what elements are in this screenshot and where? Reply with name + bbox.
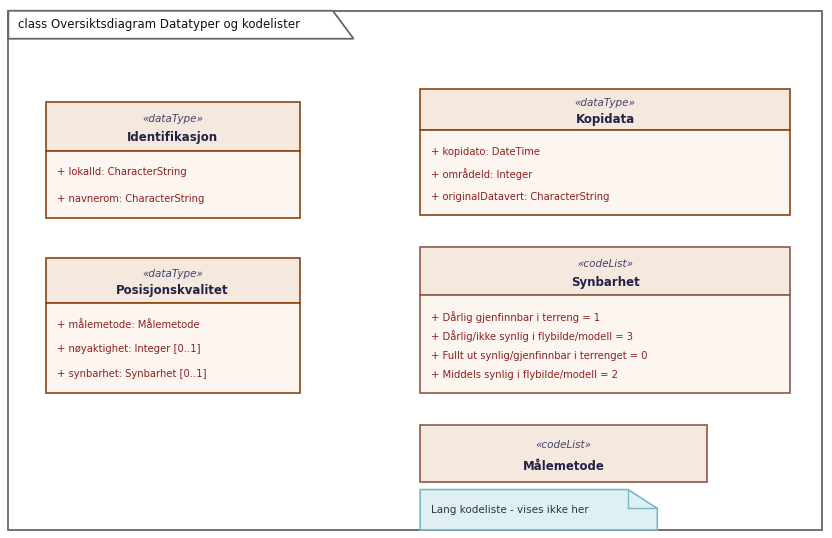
Text: + navnerom: CharacterString: + navnerom: CharacterString <box>57 194 204 204</box>
Text: + målemetode: Målemetode: + målemetode: Målemetode <box>57 321 199 330</box>
Text: «codeList»: «codeList» <box>577 259 633 269</box>
Text: + originalDatavert: CharacterString: + originalDatavert: CharacterString <box>431 192 610 202</box>
Text: + Dårlig/ikke synlig i flybilde/modell = 3: + Dårlig/ikke synlig i flybilde/modell =… <box>431 330 633 342</box>
FancyBboxPatch shape <box>420 295 790 393</box>
Text: «dataType»: «dataType» <box>142 269 203 279</box>
Text: «codeList»: «codeList» <box>536 440 592 450</box>
Text: Posisjonskvalitet: Posisjonskvalitet <box>116 284 229 297</box>
Text: Kopidata: Kopidata <box>576 113 635 126</box>
Text: «dataType»: «dataType» <box>142 114 203 124</box>
FancyBboxPatch shape <box>420 425 707 482</box>
Text: + synbarhet: Synbarhet [0..1]: + synbarhet: Synbarhet [0..1] <box>57 369 206 379</box>
FancyBboxPatch shape <box>420 247 790 295</box>
FancyBboxPatch shape <box>420 131 790 215</box>
Polygon shape <box>8 11 354 39</box>
Text: class Oversiktsdiagram Datatyper og kodelister: class Oversiktsdiagram Datatyper og kode… <box>18 18 300 31</box>
Text: «dataType»: «dataType» <box>575 98 636 108</box>
FancyBboxPatch shape <box>8 11 822 530</box>
FancyBboxPatch shape <box>46 102 300 151</box>
FancyBboxPatch shape <box>420 89 790 131</box>
Text: + Middels synlig i flybilde/modell = 2: + Middels synlig i flybilde/modell = 2 <box>431 370 618 380</box>
Text: + nøyaktighet: Integer [0..1]: + nøyaktighet: Integer [0..1] <box>57 344 200 355</box>
Text: + kopidato: DateTime: + kopidato: DateTime <box>431 147 540 157</box>
FancyBboxPatch shape <box>46 151 300 218</box>
Text: Målemetode: Målemetode <box>522 460 605 473</box>
Text: + områdeId: Integer: + områdeId: Integer <box>431 168 532 180</box>
Text: Identifikasjon: Identifikasjon <box>127 131 218 144</box>
Text: + Dårlig gjenfinnbar i terreng = 1: + Dårlig gjenfinnbar i terreng = 1 <box>431 311 600 323</box>
FancyBboxPatch shape <box>46 302 300 393</box>
Text: + Fullt ut synlig/gjenfinnbar i terrenget = 0: + Fullt ut synlig/gjenfinnbar i terrenge… <box>431 351 647 361</box>
Text: Synbarhet: Synbarhet <box>571 276 640 289</box>
Text: + lokalId: CharacterString: + lokalId: CharacterString <box>57 167 186 177</box>
Polygon shape <box>420 490 657 530</box>
FancyBboxPatch shape <box>46 258 300 302</box>
Text: Lang kodeliste - vises ikke her: Lang kodeliste - vises ikke her <box>431 505 588 515</box>
